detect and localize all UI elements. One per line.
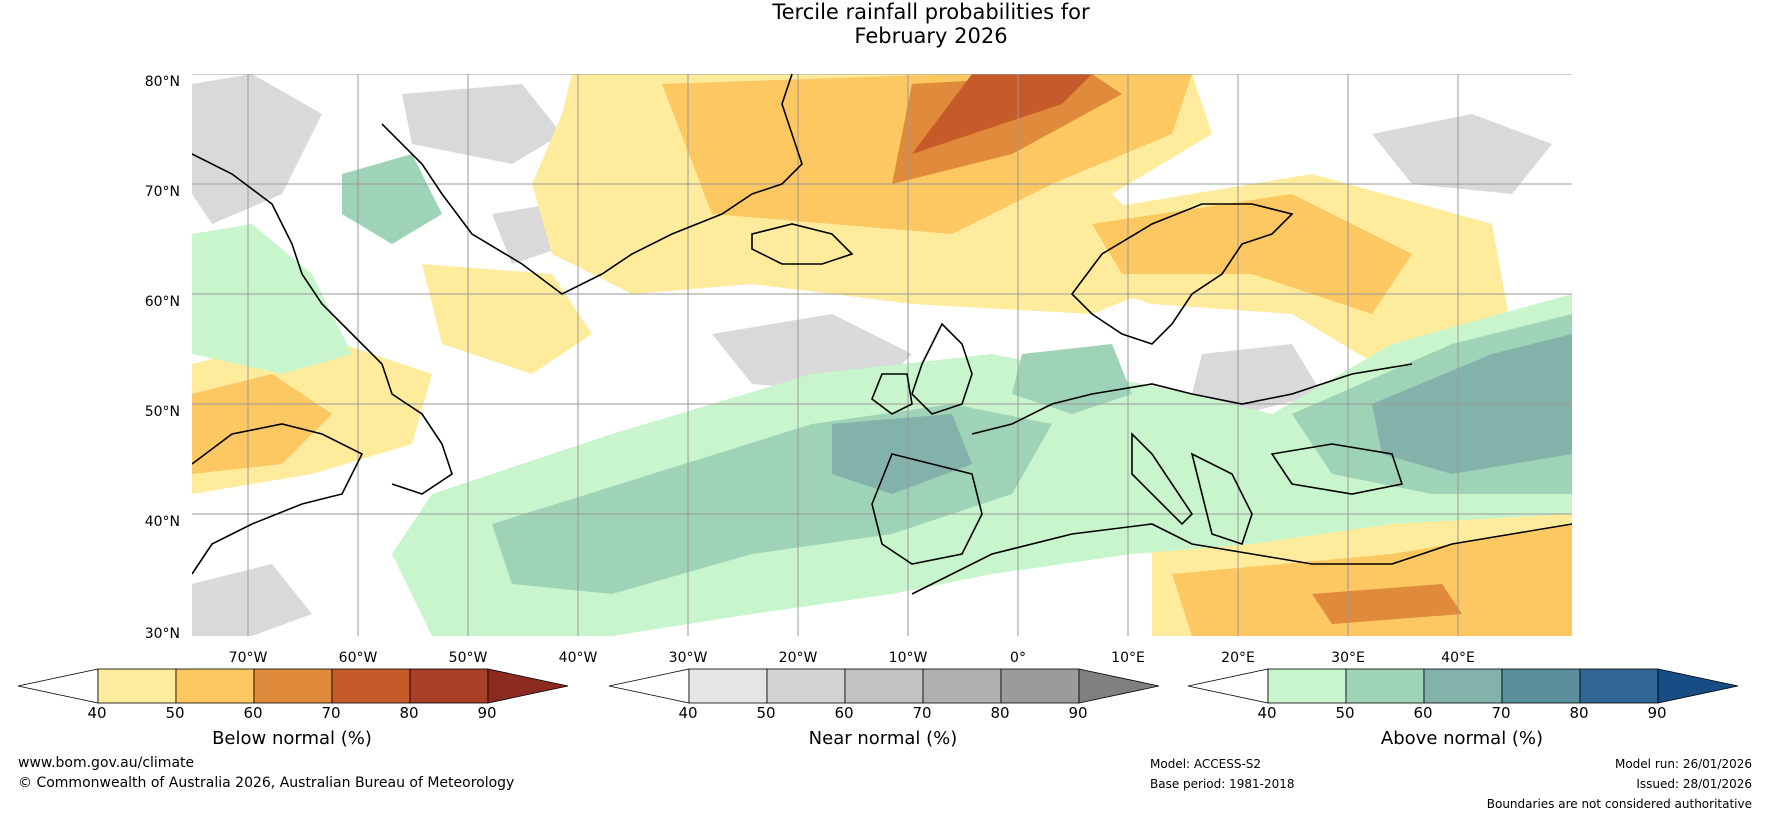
cbar-near-tick-90: 90 <box>1068 704 1088 722</box>
colorbar-segment <box>253 668 333 704</box>
colorbar-segment <box>1000 668 1080 704</box>
cbar-below-tick-70: 70 <box>321 704 341 722</box>
title-line-1: Tercile rainfall probabilities for <box>772 0 1090 24</box>
colorbar-label-near: Near normal (%) <box>808 728 958 749</box>
cbar-below-tick-40: 40 <box>87 704 107 722</box>
colorbar-under-triangle <box>1187 668 1269 704</box>
cbar-near-tick-80: 80 <box>990 704 1010 722</box>
lon-label-40e: 40°E <box>1441 650 1475 666</box>
copyright: © Commonwealth of Australia 2026, Austra… <box>18 775 515 791</box>
lon-label-0: 0° <box>1010 650 1026 666</box>
lon-label-60w: 60°W <box>338 650 378 666</box>
lat-label-70n: 70°N <box>144 184 180 200</box>
lat-label-50n: 50°N <box>144 404 180 420</box>
colorbar-segment <box>331 668 411 704</box>
cbar-near-tick-60: 60 <box>834 704 854 722</box>
colorbar-segment <box>97 668 177 704</box>
boundaries-disclaimer: Boundaries are not considered authoritat… <box>1486 797 1752 811</box>
cbar-below-tick-90: 90 <box>477 704 497 722</box>
lon-label-50w: 50°W <box>448 650 488 666</box>
colorbar-segment <box>766 668 846 704</box>
colorbar-above-normal <box>1187 668 1739 704</box>
lat-label-30n: 30°N <box>144 626 180 642</box>
map-title: Tercile rainfall probabilities for Febru… <box>0 0 1770 48</box>
colorbar-under-triangle <box>17 668 99 704</box>
model-name: Model: ACCESS-S2 <box>1150 757 1262 771</box>
cbar-above-tick-70: 70 <box>1491 704 1511 722</box>
cbar-above-tick-50: 50 <box>1335 704 1355 722</box>
lon-label-20e: 20°E <box>1221 650 1255 666</box>
colorbar-near-normal-svg <box>608 668 1160 704</box>
lon-label-20w: 20°W <box>778 650 818 666</box>
cbar-below-tick-80: 80 <box>399 704 419 722</box>
cbar-above-tick-60: 60 <box>1413 704 1433 722</box>
lon-label-30w: 30°W <box>668 650 708 666</box>
lon-label-40w: 40°W <box>558 650 598 666</box>
below-normal-areas <box>192 74 1572 636</box>
colorbar-segment <box>1501 668 1581 704</box>
colorbar-over-triangle <box>487 668 569 704</box>
colorbar-over-triangle <box>1657 668 1739 704</box>
colorbar-segment <box>409 668 489 704</box>
cbar-above-tick-80: 80 <box>1569 704 1589 722</box>
lat-label-60n: 60°N <box>144 294 180 310</box>
colorbar-segment <box>1267 668 1347 704</box>
base-period: Base period: 1981-2018 <box>1150 777 1295 791</box>
colorbar-label-below: Below normal (%) <box>212 728 372 749</box>
map-canvas <box>192 74 1572 636</box>
graticule <box>192 74 1572 636</box>
lon-label-10e: 10°E <box>1111 650 1145 666</box>
cbar-above-tick-90: 90 <box>1647 704 1667 722</box>
title-line-2: February 2026 <box>854 24 1008 48</box>
lat-label-80n: 80°N <box>144 74 180 90</box>
cbar-above-tick-40: 40 <box>1257 704 1277 722</box>
colorbar-above-normal-svg <box>1187 668 1739 704</box>
colorbar-under-triangle <box>608 668 690 704</box>
model-run-date: Model run: 26/01/2026 <box>1614 757 1752 771</box>
cbar-near-tick-40: 40 <box>678 704 698 722</box>
colorbar-segment <box>844 668 924 704</box>
cbar-below-tick-50: 50 <box>165 704 185 722</box>
colorbar-label-above: Above normal (%) <box>1380 728 1544 749</box>
colorbar-segment <box>688 668 768 704</box>
website-link[interactable]: www.bom.gov.au/climate <box>18 755 195 771</box>
forecast-map[interactable] <box>192 74 1572 636</box>
colorbar-segment <box>1345 668 1425 704</box>
cbar-near-tick-50: 50 <box>756 704 776 722</box>
colorbar-below-normal <box>17 668 569 704</box>
colorbar-near-normal <box>608 668 1160 704</box>
lat-label-40n: 40°N <box>144 514 180 530</box>
issued-date: Issued: 28/01/2026 <box>1636 777 1752 791</box>
colorbar-segment <box>922 668 1002 704</box>
colorbar-over-triangle <box>1078 668 1160 704</box>
lon-label-10w: 10°W <box>888 650 928 666</box>
lon-label-70w: 70°W <box>228 650 268 666</box>
coastlines <box>192 74 1572 595</box>
cbar-below-tick-60: 60 <box>243 704 263 722</box>
colorbar-segment <box>175 668 255 704</box>
colorbar-below-normal-svg <box>17 668 569 704</box>
colorbar-segment <box>1423 668 1503 704</box>
colorbar-segment <box>1579 668 1659 704</box>
cbar-near-tick-70: 70 <box>912 704 932 722</box>
lon-label-30e: 30°E <box>1331 650 1365 666</box>
